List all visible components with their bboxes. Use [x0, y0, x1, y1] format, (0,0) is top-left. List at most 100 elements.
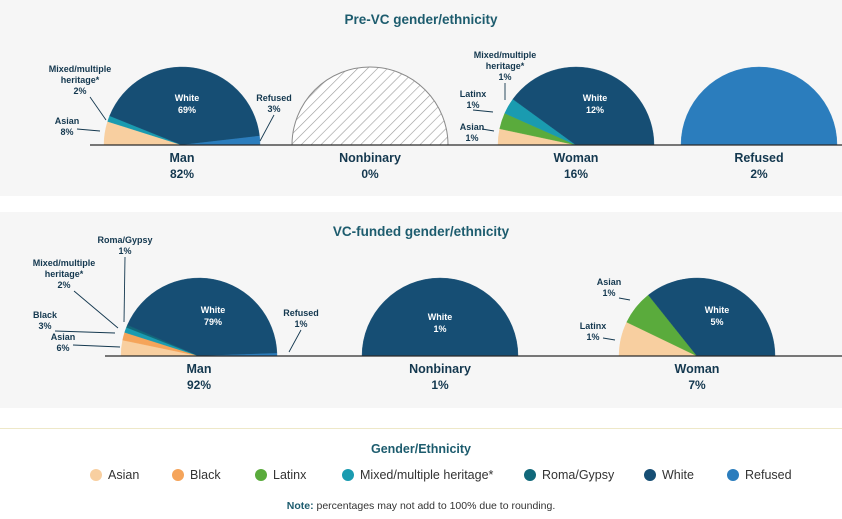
vc-funded-man-label-asian-leader-line	[72, 344, 121, 348]
pre-vc-nonbinary-group-name: Nonbinary	[339, 151, 401, 165]
pre-vc-woman-label-latinx-leader-line	[472, 109, 494, 113]
vc-funded-man-group-name: Man	[187, 362, 212, 376]
vc-funded-man-label-asian-value: 6%	[56, 343, 69, 353]
legend-item-mixed: Mixed/multiple heritage*	[342, 466, 493, 484]
legend-item-roma: Roma/Gypsy	[524, 466, 614, 484]
vc-funded-nonbinary-slice-white	[361, 277, 519, 357]
pre-vc-woman-label-mixed-multiple-heritage-value: 1%	[498, 72, 511, 82]
pre-vc-man-label-refused-leader-line	[259, 114, 275, 142]
legend-item-white: White	[644, 466, 694, 484]
vc-funded-man-label-refused-leader-line	[288, 329, 302, 353]
vc-funded-man-label-black-value: 3%	[38, 321, 51, 331]
legend-swatch-refused	[727, 469, 739, 481]
pie-charts-canvas: Pre-VC gender/ethnicityAsian8%Mixed/mult…	[33, 12, 842, 392]
pre-vc-man-slice-white	[109, 66, 260, 146]
vc-funded-woman-label-latinx-value: 1%	[586, 332, 599, 342]
pre-vc-woman-group-name: Woman	[554, 151, 599, 165]
pre-vc-man-label-white-name: White	[175, 93, 200, 103]
vc-funded-woman-label-latinx-name: Latinx	[580, 321, 607, 331]
legend: Asian Black Latinx Mixed/multiple herita…	[0, 466, 842, 484]
pre-vc-man-label-refused-name: Refused	[256, 93, 292, 103]
pre-vc-nonbinary-empty-semicircle	[291, 66, 449, 146]
pre-vc-woman-slice-white	[512, 66, 655, 146]
legend-item-asian: Asian	[90, 466, 139, 484]
pre-vc-man-label-refused-value: 3%	[267, 104, 280, 114]
pre-vc-man-label-asian-value: 8%	[60, 127, 73, 137]
legend-label-black: Black	[190, 468, 221, 482]
vc-funded-woman-label-asian-value: 1%	[602, 288, 615, 298]
legend-label-asian: Asian	[108, 468, 140, 482]
legend-label-white: White	[662, 468, 694, 482]
pre-vc-woman-label-asian-value: 1%	[465, 133, 478, 143]
vc-funded-man-label-black-name: Black	[33, 310, 58, 320]
legend-separator	[0, 428, 842, 429]
pre-vc-woman-label-asian-leader-line	[481, 128, 495, 132]
legend-label-latinx: Latinx	[273, 468, 307, 482]
vc-funded-woman-label-asian-name: Asian	[597, 277, 622, 287]
vc-funded-man-label-roma-gypsy-name: Roma/Gypsy	[97, 235, 152, 245]
pre-vc-man-group-share: 82%	[170, 167, 194, 181]
legend-item-refused: Refused	[727, 466, 792, 484]
pre-vc-man-label-mixed-multiple-heritage-value: 2%	[73, 86, 86, 96]
pre-vc-refused-slice-refused	[680, 66, 838, 146]
vc-funded-woman-label-asian-leader-line	[618, 297, 631, 301]
pre-vc-man-label-asian-leader-line	[76, 128, 101, 132]
vc-funded-woman-group-share: 7%	[688, 378, 706, 392]
vc-funded-man-label-white-value: 79%	[204, 317, 222, 327]
pre-vc-woman-label-mixed-multiple-heritage-name: Mixed/multiple	[474, 50, 537, 60]
vc-funded-woman-label-white-name: White	[705, 305, 730, 315]
vc-funded-nonbinary-group-share: 1%	[431, 378, 449, 392]
vc-funded-man-label-mixed-multiple-heritage-value: 2%	[57, 280, 70, 290]
vc-funded-man-label-roma-gypsy-value: 1%	[118, 246, 131, 256]
footnote-text: percentages may not add to 100% due to r…	[313, 500, 556, 512]
vc-funded-man-label-refused-name: Refused	[283, 308, 319, 318]
pre-vc-man-label-mixed-multiple-heritage-leader-line	[89, 96, 107, 121]
vc-funded-man-label-mixed-multiple-heritage-leader-line	[73, 290, 119, 329]
vc-funded-man-label-asian-name: Asian	[51, 332, 76, 342]
legend-title: Gender/Ethnicity	[370, 442, 472, 456]
pre-vc-man-group-name: Man	[170, 151, 195, 165]
legend-swatch-latinx	[255, 469, 267, 481]
pre-vc-refused-group-share: 2%	[750, 167, 768, 181]
pre-vc-man-label-mixed-multiple-heritage-name-1: heritage*	[61, 75, 100, 85]
legend-swatch-roma	[524, 469, 536, 481]
legend-label-roma: Roma/Gypsy	[542, 468, 615, 482]
vc-funded-man-label-mixed-multiple-heritage-name: Mixed/multiple	[33, 258, 96, 268]
pre-vc-man-label-asian-name: Asian	[55, 116, 80, 126]
pre-vc-woman-label-white-value: 12%	[586, 105, 604, 115]
vc-funded-woman-slice-white	[648, 277, 776, 357]
vc-funded-nonbinary-label-white-name: White	[428, 312, 453, 322]
pre-vc-woman-group-share: 16%	[564, 167, 588, 181]
legend-swatch-mixed	[342, 469, 354, 481]
pre-vc-chart-title: Pre-VC gender/ethnicity	[344, 12, 498, 27]
pre-vc-refused-group-name: Refused	[734, 151, 783, 165]
pre-vc-woman-label-white-name: White	[583, 93, 608, 103]
legend-swatch-white	[644, 469, 656, 481]
pre-vc-woman-label-mixed-multiple-heritage-name-1: heritage*	[486, 61, 525, 71]
vc-funded-woman-group-name: Woman	[675, 362, 720, 376]
pre-vc-woman-label-latinx-name: Latinx	[460, 89, 487, 99]
legend-swatch-black	[172, 469, 184, 481]
footnote: Note: percentages may not add to 100% du…	[0, 500, 842, 512]
vc-funded-man-label-white-name: White	[201, 305, 226, 315]
vc-funded-man-group-share: 92%	[187, 378, 211, 392]
vc-funded-nonbinary-label-white-value: 1%	[433, 324, 446, 334]
legend-item-latinx: Latinx	[255, 466, 306, 484]
legend-label-refused: Refused	[745, 468, 792, 482]
vc-funded-man-label-black-leader-line	[54, 330, 116, 334]
legend-label-mixed: Mixed/multiple heritage*	[360, 468, 494, 482]
vc-funded-woman-label-latinx-leader-line	[602, 337, 616, 341]
pre-vc-nonbinary-group-share: 0%	[361, 167, 379, 181]
pre-vc-woman-label-latinx-value: 1%	[466, 100, 479, 110]
vc-funded-man-slice-white	[127, 277, 278, 357]
pre-vc-man-label-white-value: 69%	[178, 105, 196, 115]
footnote-label: Note:	[286, 500, 314, 512]
pre-vc-man-label-mixed-multiple-heritage-name: Mixed/multiple	[49, 64, 112, 74]
legend-item-black: Black	[172, 466, 221, 484]
vc-funded-woman-label-white-value: 5%	[710, 317, 723, 327]
vc-funded-nonbinary-group-name: Nonbinary	[409, 362, 471, 376]
pre-vc-woman-label-asian-name: Asian	[460, 122, 485, 132]
legend-swatch-asian	[90, 469, 102, 481]
vc-funded-man-label-refused-value: 1%	[294, 319, 307, 329]
vc-funded-man-label-roma-gypsy-leader-line	[123, 256, 126, 323]
